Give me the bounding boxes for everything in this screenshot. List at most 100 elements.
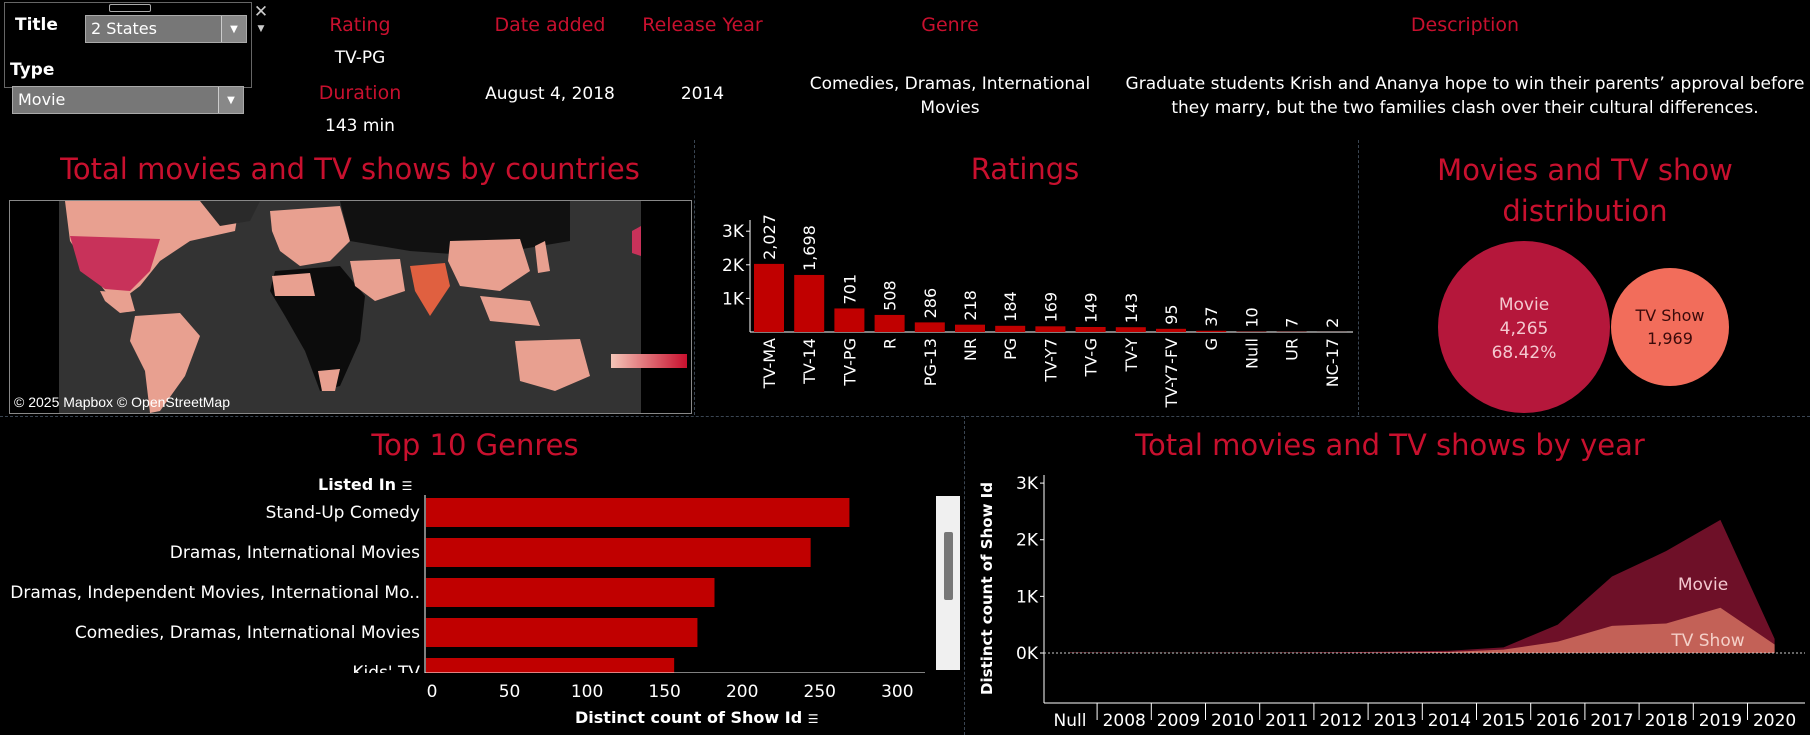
ratings-category-label: TV-Y7 <box>1041 338 1060 383</box>
ratings-value-label: 286 <box>921 288 940 319</box>
map-attribution: © 2025 Mapbox © OpenStreetMap <box>14 394 230 410</box>
mexico-shape <box>100 291 135 313</box>
south-america-shape <box>130 313 200 413</box>
ratings-chart: 1K 2K 3K 2,027 TV-MA 1,698 TV-14 701 TV-PG 508 R 2… <box>722 214 1353 409</box>
sort-icon[interactable]: ☰ <box>807 712 819 726</box>
movie-bubble[interactable]: Movie 4,265 68.42% <box>1438 241 1610 413</box>
genres-chart: Stand-Up Comedy Dramas, International Mov… <box>10 495 850 673</box>
genre-label: Stand-Up Comedy <box>266 503 420 523</box>
ratings-bar[interactable] <box>955 324 985 332</box>
drag-handle[interactable] <box>109 4 151 12</box>
genres-x-axis-title: Distinct count of Show Id ☰ <box>575 708 819 727</box>
rating-header: Rating <box>329 14 391 36</box>
years-title: Total movies and TV shows by year <box>1135 428 1645 462</box>
ratings-ytick-label: 1K <box>722 289 745 309</box>
edge-shape <box>632 226 641 256</box>
genre-value: Comedies, Dramas, International Movies <box>809 74 1091 118</box>
years-xtick-label: 2010 <box>1211 711 1254 731</box>
genre-bar[interactable] <box>426 538 811 567</box>
title-dropdown[interactable]: 2 States ▼ <box>85 15 247 43</box>
world-map[interactable]: © 2025 Mapbox © OpenStreetMap <box>9 200 692 414</box>
world-map-svg <box>59 201 687 413</box>
years-xtick-label: 2016 <box>1536 711 1579 731</box>
genres-xtick-label: 250 <box>804 682 836 702</box>
greenland-shape <box>200 201 260 226</box>
duration-header: Duration <box>318 82 402 104</box>
ratings-value-label: 95 <box>1162 304 1181 324</box>
ratings-bar[interactable] <box>1035 326 1066 332</box>
movie-area[interactable] <box>1070 519 1775 653</box>
tv-bubble-label: TV Show <box>1635 306 1705 325</box>
ratings-bar[interactable] <box>1075 326 1106 332</box>
ratings-bar[interactable] <box>874 314 905 332</box>
genre-label: Comedies, Dramas, International Movies <box>75 623 420 643</box>
type-dropdown[interactable]: Movie ▼ <box>12 86 244 114</box>
map-color-legend <box>611 354 687 368</box>
genre-bar[interactable] <box>426 618 698 647</box>
ratings-title: Ratings <box>970 152 1080 186</box>
ratings-bar[interactable] <box>914 322 945 332</box>
years-xtick-label: 2018 <box>1645 711 1688 731</box>
ratings-value-label: 218 <box>961 290 980 321</box>
genres-xtick-label: 300 <box>881 682 913 702</box>
ratings-bar[interactable] <box>794 274 825 332</box>
years-xtick-label: 2019 <box>1699 711 1742 731</box>
genres-scrollbar[interactable] <box>936 496 960 670</box>
genre-bar[interactable] <box>426 578 715 607</box>
ratings-value-label: 169 <box>1041 292 1060 323</box>
movie-bubble-label: Movie <box>1498 295 1550 315</box>
ratings-bar[interactable] <box>995 325 1026 332</box>
divider <box>694 140 695 415</box>
ratings-category-label: G <box>1202 338 1221 350</box>
genres-xtick-label: 200 <box>726 682 758 702</box>
ratings-value-label: 143 <box>1122 293 1141 324</box>
chevron-down-icon[interactable]: ▼ <box>221 16 246 42</box>
genres-x-axis-label: Distinct count of Show Id <box>575 708 803 727</box>
ratings-category-label: TV-14 <box>800 338 819 385</box>
ratings-value-label: 184 <box>1001 291 1020 322</box>
divider <box>964 416 965 735</box>
tv-show-area[interactable] <box>1070 607 1775 653</box>
ratings-category-label: UR <box>1283 338 1302 361</box>
date-added-value: August 4, 2018 <box>485 84 615 104</box>
divider <box>1358 140 1359 415</box>
ratings-value-label: 701 <box>840 274 859 305</box>
ratings-bar[interactable] <box>1115 327 1146 332</box>
genre-label: Dramas, International Movies <box>170 543 420 563</box>
ratings-category-label: TV-Y <box>1122 338 1141 373</box>
years-xtick-label: 2015 <box>1482 711 1525 731</box>
ratings-bar[interactable] <box>1156 328 1186 332</box>
years-xtick-label: Null <box>1054 711 1087 731</box>
genres-column-header: Listed In ☰ <box>318 475 412 494</box>
sort-icon[interactable]: ☰ <box>401 479 413 493</box>
ratings-value-label: 1,698 <box>800 225 819 271</box>
years-ytick-label: 0K <box>1016 644 1039 664</box>
ratings-bar[interactable] <box>754 263 784 332</box>
ratings-bar[interactable] <box>1196 330 1227 332</box>
genres-xtick-label: 150 <box>648 682 680 702</box>
years-ytick-label: 2K <box>1016 531 1039 551</box>
description-header: Description <box>1410 14 1520 36</box>
ratings-value-label: 149 <box>1082 292 1101 323</box>
years-xtick-label: 2017 <box>1590 711 1633 731</box>
ratings-category-label: TV-PG <box>840 338 859 387</box>
chevron-down-icon[interactable]: ▼ <box>218 87 243 113</box>
ratings-bar[interactable] <box>834 308 865 332</box>
genre-bar[interactable] <box>426 498 850 527</box>
africa-shape <box>270 266 365 391</box>
genre-header: Genre <box>921 14 979 36</box>
europe-shape <box>270 206 350 266</box>
close-icon[interactable]: ✕ <box>253 2 269 22</box>
tv-series-label: TV Show <box>1670 631 1744 651</box>
tv-bubble[interactable]: TV Show 1,969 <box>1611 268 1729 386</box>
ratings-value-label: 508 <box>881 280 900 311</box>
genre-label: Kids' TV <box>352 663 420 673</box>
ratings-category-label: TV-MA <box>760 338 779 389</box>
menu-chevron-icon[interactable]: ▼ <box>257 24 265 34</box>
years-xtick-label: 2014 <box>1428 711 1471 731</box>
scrollbar-thumb[interactable] <box>944 532 953 600</box>
north-africa-shape <box>272 273 315 296</box>
genre-bar[interactable] <box>426 658 675 673</box>
ratings-category-label: R <box>881 338 900 349</box>
years-xtick-label: 2020 <box>1753 711 1796 731</box>
